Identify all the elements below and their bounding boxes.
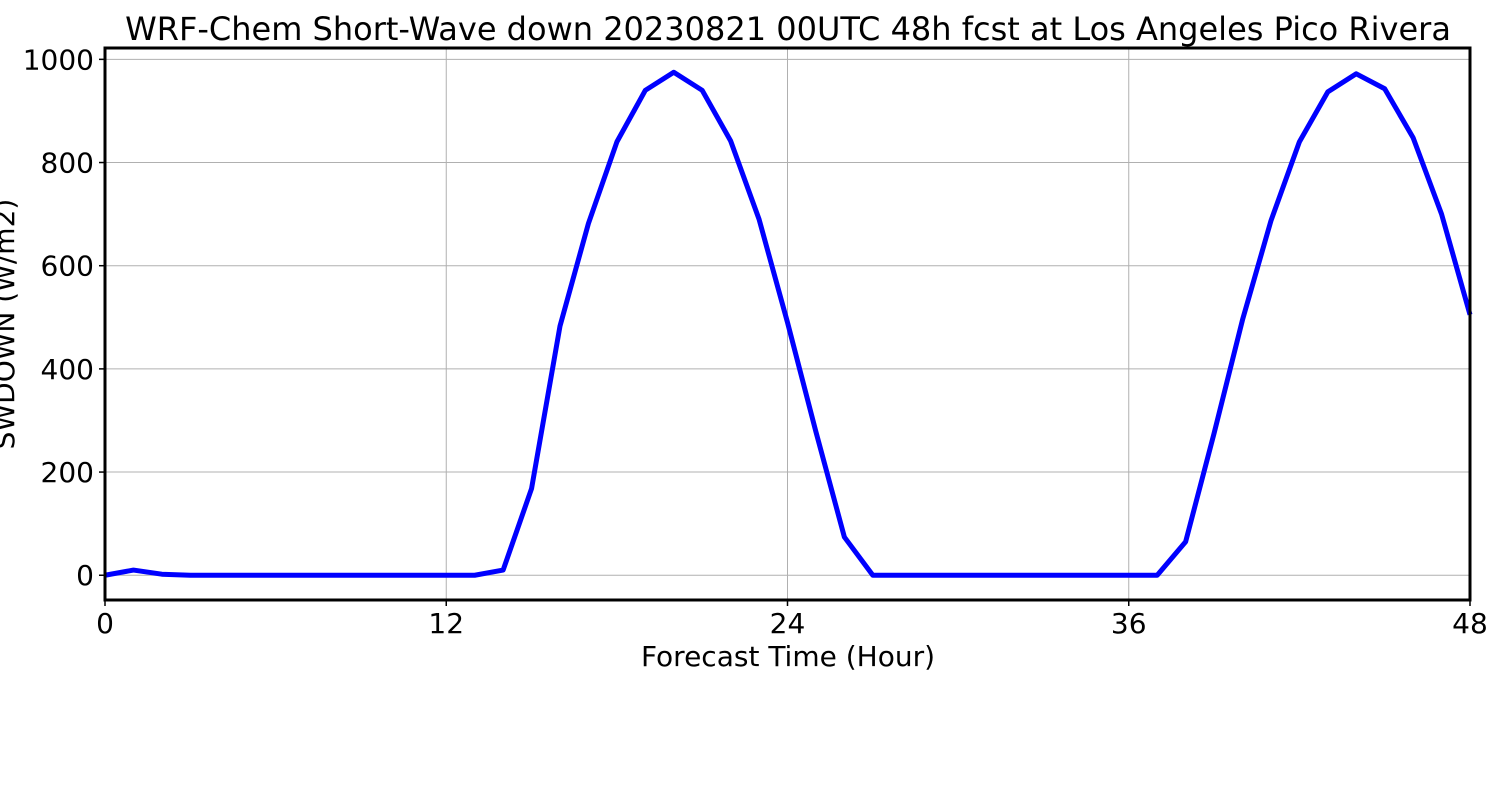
x-tick-label: 36 (1111, 607, 1147, 640)
y-tick-label: 0 (76, 559, 94, 592)
x-tick-label: 24 (770, 607, 806, 640)
y-axis-ticks: 0 200 400 600 800 1000 (23, 43, 105, 592)
x-tick-label: 48 (1452, 607, 1488, 640)
y-tick-label: 1000 (23, 43, 94, 76)
x-axis-label: Forecast Time (Hour) (641, 640, 935, 673)
y-tick-label: 200 (41, 456, 94, 489)
y-tick-label: 400 (41, 353, 94, 386)
x-tick-label: 0 (96, 607, 114, 640)
chart-title: WRF-Chem Short-Wave down 20230821 00UTC … (125, 10, 1451, 48)
y-tick-label: 600 (41, 250, 94, 283)
y-tick-label: 800 (41, 147, 94, 180)
x-axis-ticks: 0 12 24 36 48 (96, 600, 1488, 640)
y-axis-label: SWDOWN (W/m2) (0, 199, 21, 450)
x-tick-label: 12 (428, 607, 464, 640)
